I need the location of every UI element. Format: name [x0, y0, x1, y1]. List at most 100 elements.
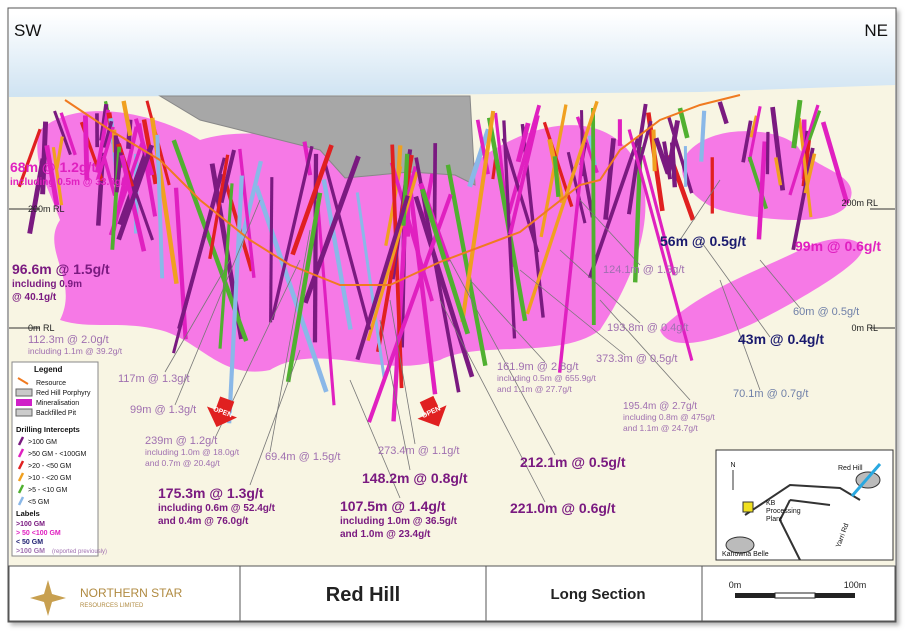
drill-trace: [82, 115, 90, 181]
drill-trace: [807, 110, 822, 141]
intercept-label: 69.4m @ 1.5g/t: [265, 451, 340, 463]
drill-trace: [44, 144, 60, 206]
drill-traces: [17, 99, 850, 424]
intercept-label: 117m @ 1.3g/t: [118, 373, 190, 385]
drill-trace: [502, 120, 517, 339]
orientation-label: SW: [14, 21, 41, 40]
intercept-label: 161.9m @ 2.8g/t: [497, 361, 579, 373]
drill-trace: [539, 104, 568, 238]
map-label: KB: [766, 500, 776, 507]
drill-trace: [27, 158, 46, 234]
drill-trace: [133, 118, 155, 176]
drill-trace: [218, 183, 234, 349]
footer: [8, 565, 896, 622]
drill-trace: [747, 105, 762, 162]
drill-trace: [579, 155, 595, 218]
drill-trace: [667, 116, 694, 194]
intercept-detail: including 0.9m: [12, 279, 82, 290]
legend-title: Drilling Intercepts: [16, 425, 80, 434]
drill-trace: [312, 153, 319, 343]
drill-trace: [270, 145, 314, 321]
rl-label: 0m RL: [851, 323, 878, 333]
legend-item: >50 GM - <100GM: [28, 451, 87, 458]
drill-trace: [552, 156, 561, 197]
rl-label: 200m RL: [841, 198, 878, 208]
intercept-label: 60m @ 0.5g/t: [793, 306, 859, 318]
drill-trace: [653, 137, 671, 174]
intercept-label: 221.0m @ 0.6g/t: [510, 500, 616, 516]
legend-item: >100 GM: [16, 521, 45, 528]
drill-trace: [227, 175, 244, 424]
rl-label: 0m RL: [28, 323, 55, 333]
sky: [9, 14, 895, 97]
intercept-detail: including 1.0m @ 36.5g/t: [340, 516, 458, 527]
intercept-detail: including 0.8m @ 475g/t: [623, 412, 715, 422]
drill-trace: [820, 121, 850, 205]
orientation-label: NE: [864, 21, 888, 40]
drill-trace: [366, 171, 419, 342]
scale-label: 0m: [729, 580, 742, 590]
drill-trace: [236, 160, 263, 253]
drill-trace: [114, 152, 123, 193]
intercept-label: 124.1m @ 1.3g/t: [603, 264, 685, 276]
legend-item: Resource: [36, 380, 66, 387]
mineralisation: [660, 238, 862, 344]
drill-trace: [219, 149, 236, 204]
drill-trace: [603, 138, 616, 220]
backfilled-pit: [158, 95, 476, 186]
drill-trace: [587, 137, 640, 279]
legend-item: < 50 GM: [16, 539, 43, 546]
drill-trace: [53, 110, 72, 156]
drill-trace: [405, 170, 438, 395]
drill-trace: [285, 192, 323, 383]
map-label: Processing: [766, 508, 801, 515]
legend-item: <5 GM: [28, 499, 49, 506]
intercept-detail: including 1.0m @ 18.0g/t: [145, 447, 240, 457]
drill-trace: [269, 177, 274, 323]
intercept-label: 112.3m @ 2.0g/t: [28, 334, 109, 346]
drill-trace: [208, 154, 230, 260]
legend-item: >5 - <10 GM: [28, 487, 67, 494]
drill-trace: [95, 109, 111, 173]
intercept-label: 68m @ 1.2g/t: [10, 159, 96, 175]
legend-item: >100 GM: [28, 439, 57, 446]
drill-trace: [321, 179, 353, 330]
drill-trace: [665, 120, 681, 175]
labels: SW NE 200m RL 0m RL 200m RL 0m RL 68m @ 1.2g/t…: [10, 21, 888, 609]
legend-title: Legend: [34, 365, 63, 374]
drill-trace: [323, 163, 372, 331]
drill-trace: [508, 114, 540, 235]
intercept-label: 99m @ 0.6g/t: [795, 238, 881, 254]
drill-trace: [770, 106, 786, 191]
company-name: NORTHERN STAR: [80, 586, 183, 600]
legend-item: Backfilled Pit: [36, 410, 76, 417]
intercept-detail: and 0.7m @ 20.4g/t: [145, 458, 220, 468]
drill-trace: [641, 155, 676, 276]
drill-trace: [413, 195, 475, 378]
inset-map: [715, 449, 894, 561]
intercept-label: 195.4m @ 2.7g/t: [623, 401, 697, 412]
drill-trace: [116, 144, 155, 241]
drill-trace: [765, 131, 770, 175]
intercept-label: 148.2m @ 0.8g/t: [362, 470, 468, 486]
drill-trace: [651, 129, 657, 172]
map-label: Red Hill: [838, 465, 863, 472]
rl-ticks: [9, 208, 895, 329]
legend-item: Red Hill Porphyry: [36, 390, 91, 397]
drill-trace: [591, 108, 596, 326]
drill-trace: [557, 143, 586, 373]
section: [9, 14, 895, 566]
intercept-detail: @ 40.1g/t: [12, 292, 57, 303]
map-label: Kanowna Belle: [722, 551, 769, 558]
section-subtitle: Long Section: [551, 586, 646, 603]
company-sub: RESOURCES LIMITED: [80, 603, 144, 609]
legend-item: >10 - <20 GM: [28, 475, 71, 482]
resource-outline: [64, 94, 741, 286]
intercept-detail: and 0.4m @ 76.0g/t: [158, 516, 249, 527]
drill-trace: [756, 141, 768, 240]
intercept-detail: and 1.1m @ 24.7g/t: [623, 423, 698, 433]
drill-trace: [117, 148, 149, 226]
intercept-detail: including 0.5m @ 655.9g/t: [497, 373, 597, 383]
drill-trace: [121, 100, 133, 137]
